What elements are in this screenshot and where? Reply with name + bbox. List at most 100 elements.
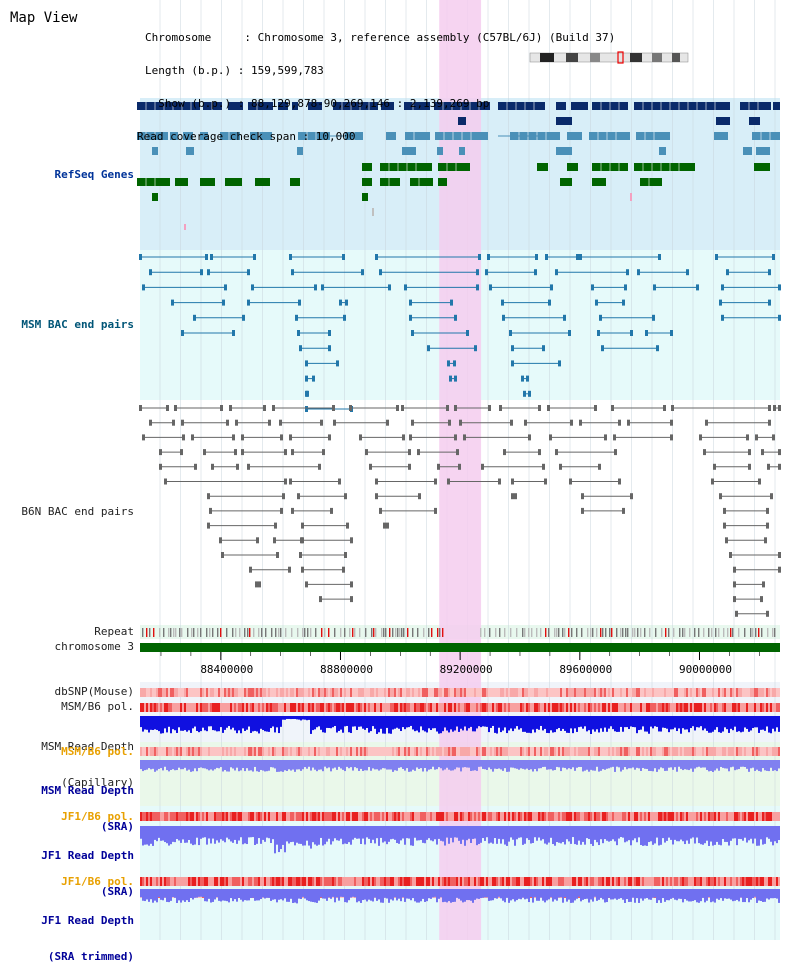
gene-feature[interactable]	[556, 147, 572, 155]
gene-feature[interactable]	[248, 102, 273, 110]
gene-feature[interactable]	[297, 147, 303, 155]
track-label-repeat[interactable]: Repeat	[94, 625, 134, 638]
chromosome-ideogram[interactable]	[529, 51, 689, 64]
gene-feature[interactable]	[290, 178, 300, 186]
gene-feature[interactable]	[636, 132, 670, 140]
gene-feature[interactable]	[298, 132, 330, 140]
gene-feature[interactable]	[740, 102, 771, 110]
gene-feature[interactable]	[556, 117, 572, 125]
heat-cell	[388, 747, 390, 756]
gene-feature[interactable]	[137, 178, 170, 186]
track-label-dbsnp[interactable]: dbSNP(Mouse)	[54, 685, 134, 698]
gene-feature[interactable]	[716, 117, 730, 125]
track-label-jf1-trim[interactable]: JF1 Read Depth (SRA trimmed)	[0, 891, 134, 975]
refseq-genes[interactable]	[137, 102, 780, 230]
gene-feature[interactable]	[250, 132, 272, 140]
gene-feature[interactable]	[175, 178, 188, 186]
track-label-jf1-pol-2[interactable]: JF1/B6 pol.	[61, 875, 134, 888]
gene-feature[interactable]	[152, 147, 158, 155]
gene-feature[interactable]	[498, 102, 545, 110]
gene-feature[interactable]	[183, 132, 193, 140]
gene-feature[interactable]	[137, 132, 168, 140]
gene-feature[interactable]	[292, 102, 298, 110]
heat-cell	[646, 877, 648, 886]
gene-feature[interactable]	[362, 193, 368, 201]
gene-feature[interactable]	[634, 102, 730, 110]
heat-cell	[728, 688, 730, 697]
gene-feature[interactable]	[410, 178, 433, 186]
gene-feature[interactable]	[380, 178, 400, 186]
gene-feature[interactable]	[589, 132, 630, 140]
gene-feature[interactable]	[278, 102, 288, 110]
track-label-msm-depth-cap[interactable]: MSM Read Depth (Capillary)	[0, 717, 134, 801]
gene-feature[interactable]	[225, 178, 242, 186]
gene-feature[interactable]	[634, 163, 695, 171]
gene-feature[interactable]	[659, 147, 666, 155]
gene-feature[interactable]	[255, 178, 270, 186]
gene-feature[interactable]	[386, 132, 396, 140]
gene-feature[interactable]	[220, 132, 240, 140]
gene-feature[interactable]	[743, 147, 752, 155]
gene-feature[interactable]	[362, 178, 372, 186]
track-label-b6n-bac[interactable]: B6N BAC end pairs	[21, 505, 134, 518]
gene-feature[interactable]	[754, 163, 770, 171]
msm-bac-end-pairs[interactable]	[139, 254, 781, 412]
track-label-msm-pol-2[interactable]: MSM/B6 pol.	[61, 745, 134, 758]
track-label-refseq[interactable]: RefSeq Genes	[54, 168, 134, 181]
highlight-region[interactable]	[439, 0, 482, 940]
b6n-bac-end-pairs[interactable]	[139, 405, 781, 617]
gene-feature[interactable]	[402, 147, 416, 155]
gene-feature[interactable]	[405, 132, 430, 140]
gene-feature[interactable]	[567, 132, 582, 140]
gene-feature[interactable]	[752, 132, 780, 140]
depth-bar	[774, 716, 776, 732]
gene-feature[interactable]	[458, 117, 466, 125]
gene-feature[interactable]	[200, 132, 208, 140]
gene-feature[interactable]	[362, 163, 372, 171]
gene-feature[interactable]	[137, 102, 200, 110]
track-label-jf1-depth[interactable]: JF1 Read Depth (SRA)	[0, 826, 134, 910]
chromosome-bar[interactable]	[140, 643, 780, 652]
track-label-jf1-pol-1[interactable]: JF1/B6 pol.	[61, 810, 134, 823]
gene-feature[interactable]	[556, 102, 566, 110]
depth-bar	[396, 716, 398, 728]
gene-feature[interactable]	[640, 178, 662, 186]
gene-feature[interactable]	[308, 102, 322, 110]
gene-feature[interactable]	[459, 147, 465, 155]
gene-feature[interactable]	[560, 178, 572, 186]
gene-feature[interactable]	[200, 178, 215, 186]
gene-feature[interactable]	[571, 102, 588, 110]
gene-feature[interactable]	[380, 163, 432, 171]
gene-feature[interactable]	[438, 178, 447, 186]
gene-feature[interactable]	[170, 132, 178, 140]
gene-feature[interactable]	[756, 147, 770, 155]
gene-feature[interactable]	[437, 147, 443, 155]
depth-bar	[706, 826, 708, 841]
gene-feature[interactable]	[438, 163, 470, 171]
gene-feature[interactable]	[434, 102, 490, 110]
track-label-msm-depth-sra[interactable]: MSM Read Depth (SRA)	[0, 761, 134, 845]
track-label-msm-pol-1[interactable]: MSM/B6 pol.	[61, 700, 134, 713]
gene-feature[interactable]	[404, 102, 430, 110]
depth-bar	[384, 826, 386, 842]
depth-bar	[640, 716, 642, 730]
gene-feature[interactable]	[749, 117, 760, 125]
heat-cell	[250, 747, 252, 756]
gene-feature[interactable]	[381, 102, 394, 110]
gene-feature[interactable]	[333, 102, 378, 110]
heat-cell	[660, 688, 662, 697]
gene-feature[interactable]	[228, 102, 243, 110]
gene-feature[interactable]	[567, 163, 578, 171]
gene-feature[interactable]	[203, 102, 222, 110]
track-label-msm-bac[interactable]: MSM BAC end pairs	[21, 318, 134, 331]
gene-feature[interactable]	[537, 163, 548, 171]
gene-feature[interactable]	[714, 132, 728, 140]
track-label-chromosome[interactable]: chromosome 3	[54, 640, 134, 653]
depth-bar	[140, 716, 142, 728]
heat-cell	[708, 703, 710, 712]
gene-feature[interactable]	[152, 193, 158, 201]
gene-feature[interactable]	[592, 178, 606, 186]
gene-feature[interactable]	[435, 132, 488, 140]
gene-feature[interactable]	[773, 102, 780, 110]
gene-feature[interactable]	[186, 147, 194, 155]
